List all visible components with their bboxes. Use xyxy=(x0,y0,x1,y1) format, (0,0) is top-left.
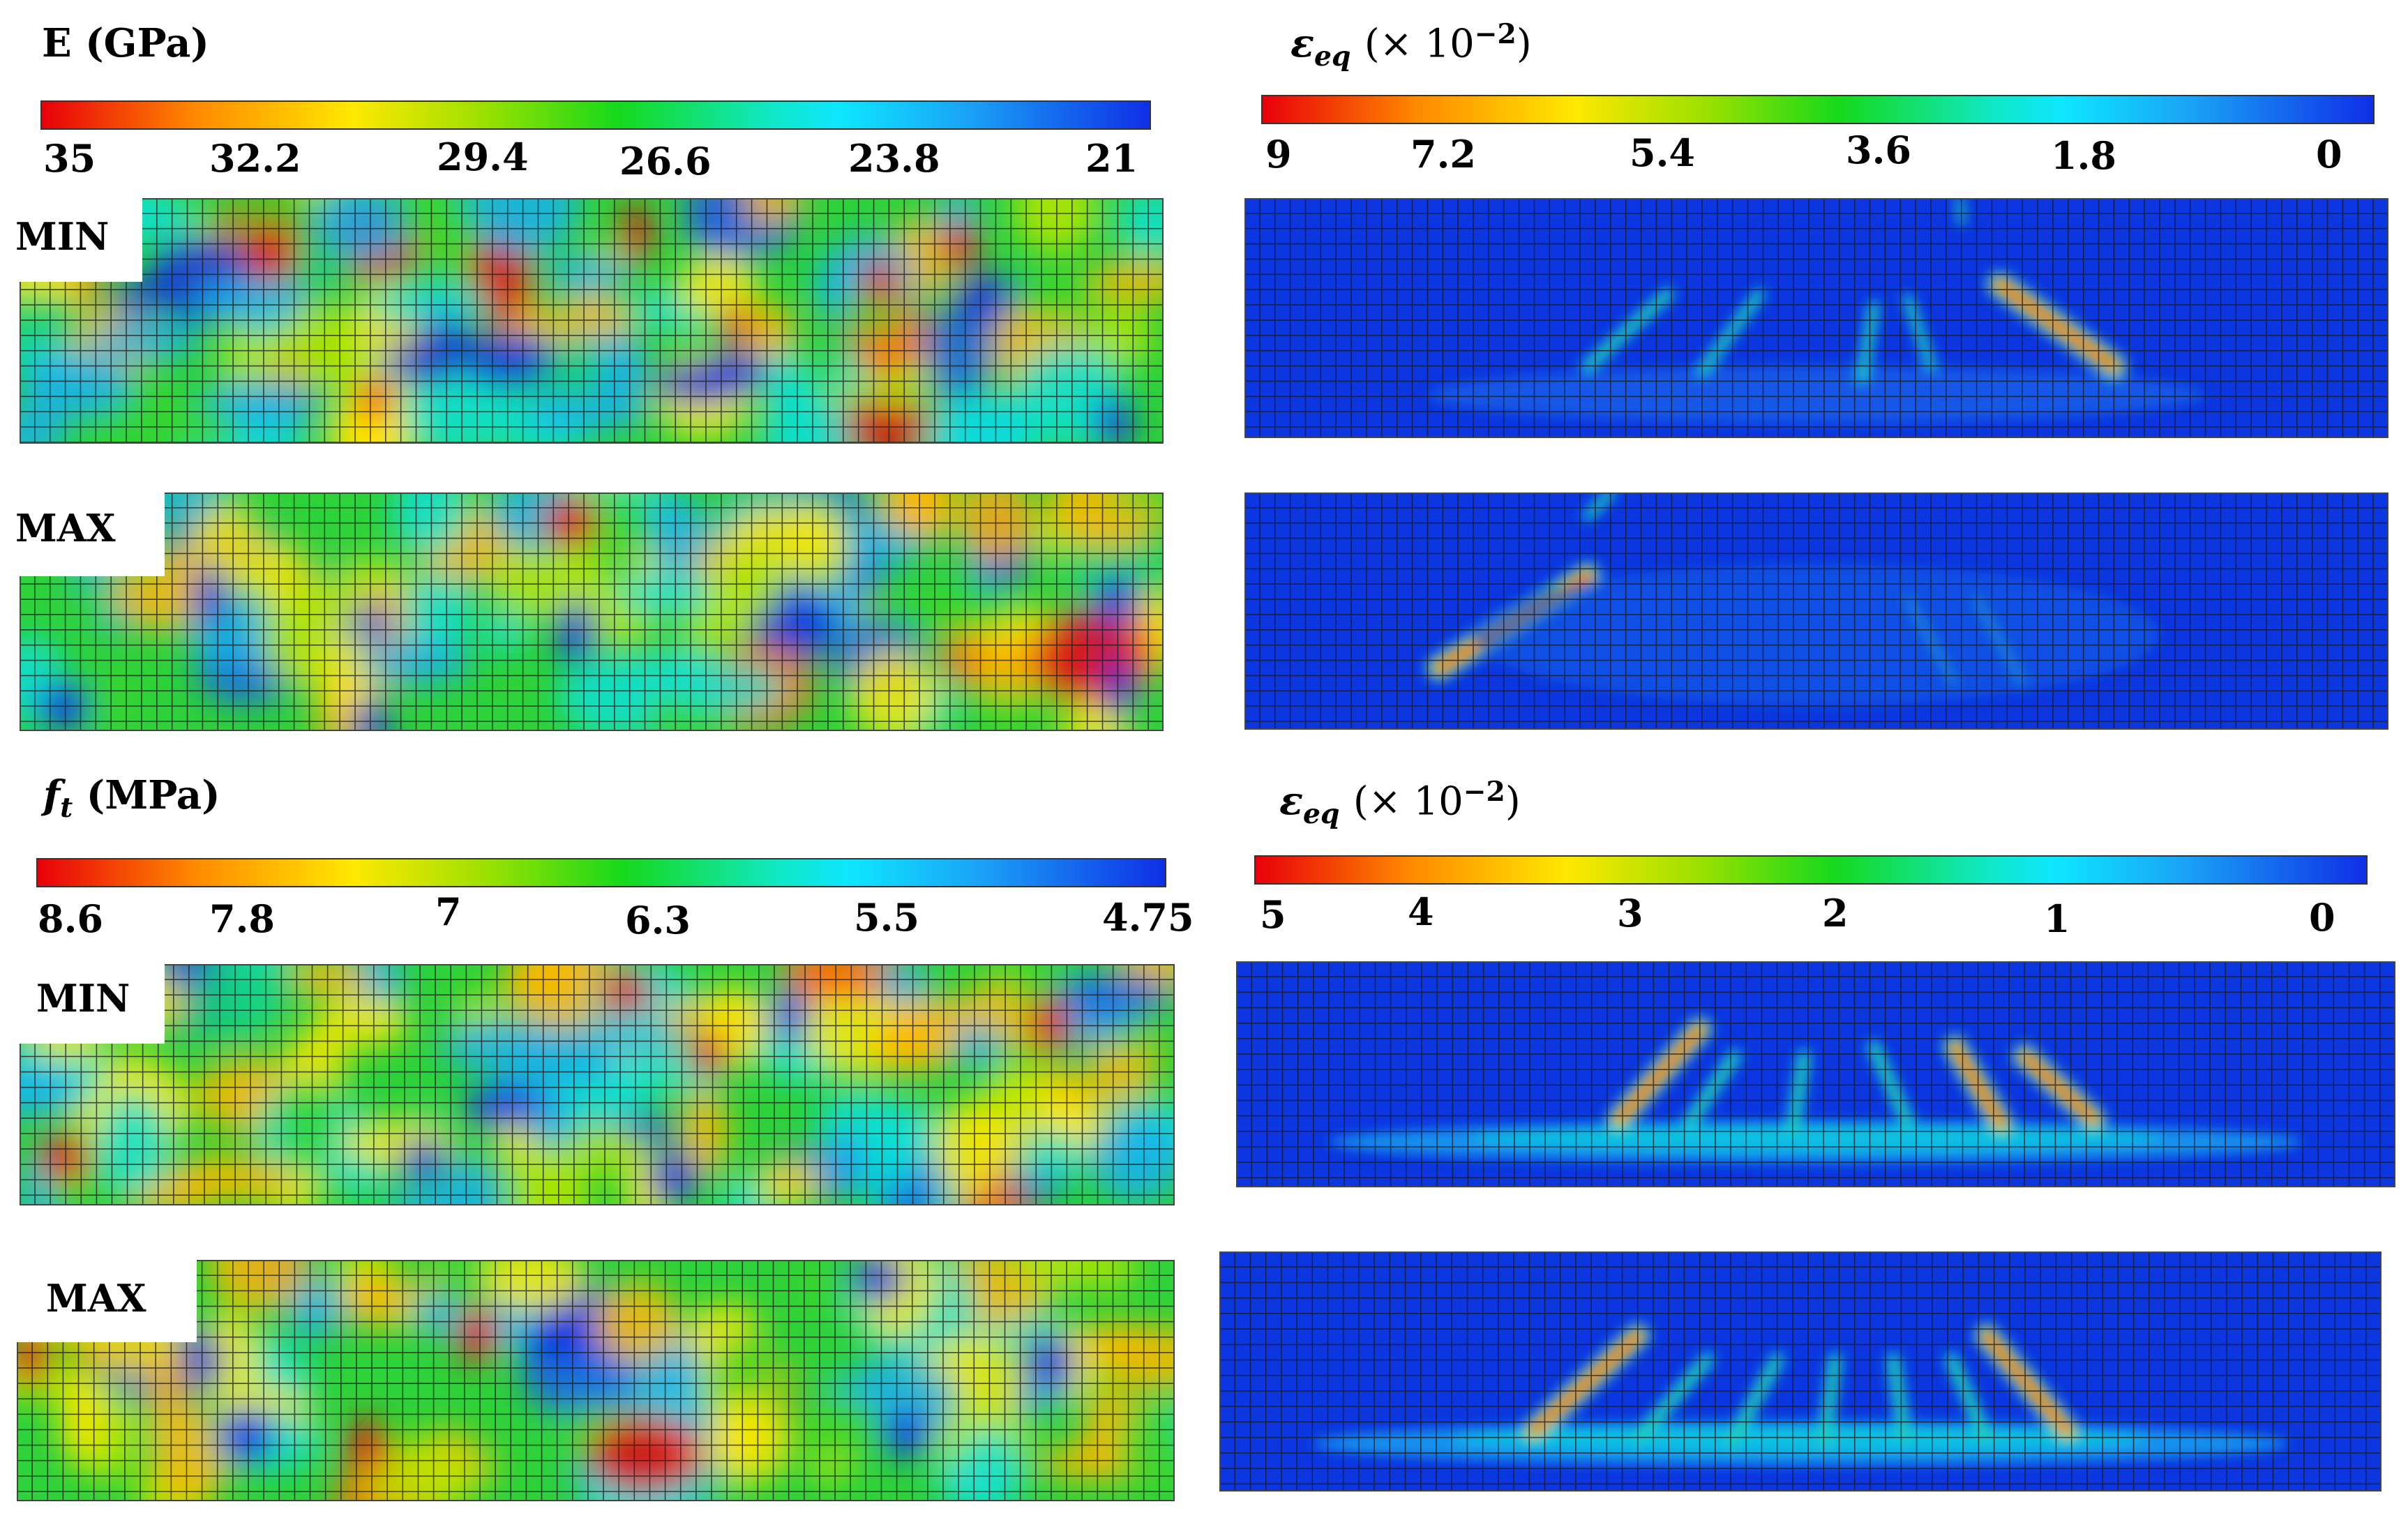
modulus-field-min xyxy=(20,198,1164,444)
strain-tick-bottom: 3 xyxy=(1617,891,1643,935)
modulus-tick: 35 xyxy=(43,136,96,181)
strain-field-max-bottom xyxy=(1219,1252,2381,1491)
strain-tick-bottom: 4 xyxy=(1408,889,1434,934)
modulus-colorbar xyxy=(40,100,1151,130)
row-tag-min: MIN xyxy=(15,214,110,259)
strain-colorbar-title-bottom: εeq (× 10−2) xyxy=(1279,776,1521,830)
strain-field-min-top xyxy=(1244,198,2388,438)
row-tag-max: MAX xyxy=(15,506,116,550)
strain-colorbar-top xyxy=(1261,95,2375,124)
notch xyxy=(13,960,165,1044)
strain-tick-top: 3.6 xyxy=(1846,128,1911,172)
tensile-colorbar xyxy=(36,858,1166,887)
modulus-tick: 32.2 xyxy=(209,136,301,181)
strain-colorbar-title-top: εeq (× 10−2) xyxy=(1290,18,1532,73)
modulus-tick: 21 xyxy=(1085,136,1138,181)
modulus-tick: 23.8 xyxy=(848,136,940,181)
strain-tick-top: 0 xyxy=(2316,132,2342,176)
row-tag-max: MAX xyxy=(46,1276,146,1321)
modulus-colorbar-title: E (GPa) xyxy=(42,20,209,66)
tensile-colorbar-title: ft (MPa) xyxy=(43,772,220,825)
tensile-tick: 8.6 xyxy=(38,896,103,941)
strain-tick-top: 5.4 xyxy=(1630,130,1695,175)
strain-tick-top: 1.8 xyxy=(2051,133,2116,178)
modulus-field-max xyxy=(20,493,1164,731)
strain-field-min-bottom xyxy=(1236,961,2395,1187)
strain-tick-bottom: 1 xyxy=(2044,896,2070,941)
strain-tick-bottom: 2 xyxy=(1822,891,1849,935)
tensile-field-max xyxy=(17,1260,1175,1501)
notch xyxy=(13,1256,197,1342)
notch xyxy=(13,488,165,576)
modulus-tick: 26.6 xyxy=(619,139,712,183)
strain-tick-top: 7.2 xyxy=(1410,132,1476,176)
strain-tick-top: 9 xyxy=(1265,132,1292,176)
tensile-field-min xyxy=(20,964,1175,1205)
tensile-tick: 5.5 xyxy=(854,895,919,940)
modulus-tick: 29.4 xyxy=(437,135,529,179)
tensile-tick: 7 xyxy=(435,889,462,934)
strain-tick-bottom: 0 xyxy=(2309,895,2335,940)
tensile-tick: 4.75 xyxy=(1102,895,1194,940)
strain-tick-bottom: 5 xyxy=(1260,892,1286,937)
row-tag-min: MIN xyxy=(36,976,130,1021)
tensile-tick: 6.3 xyxy=(625,898,691,942)
strain-colorbar-bottom xyxy=(1254,855,2368,885)
notch xyxy=(13,195,142,282)
strain-field-max-top xyxy=(1244,493,2388,730)
tensile-tick: 7.8 xyxy=(209,896,275,941)
